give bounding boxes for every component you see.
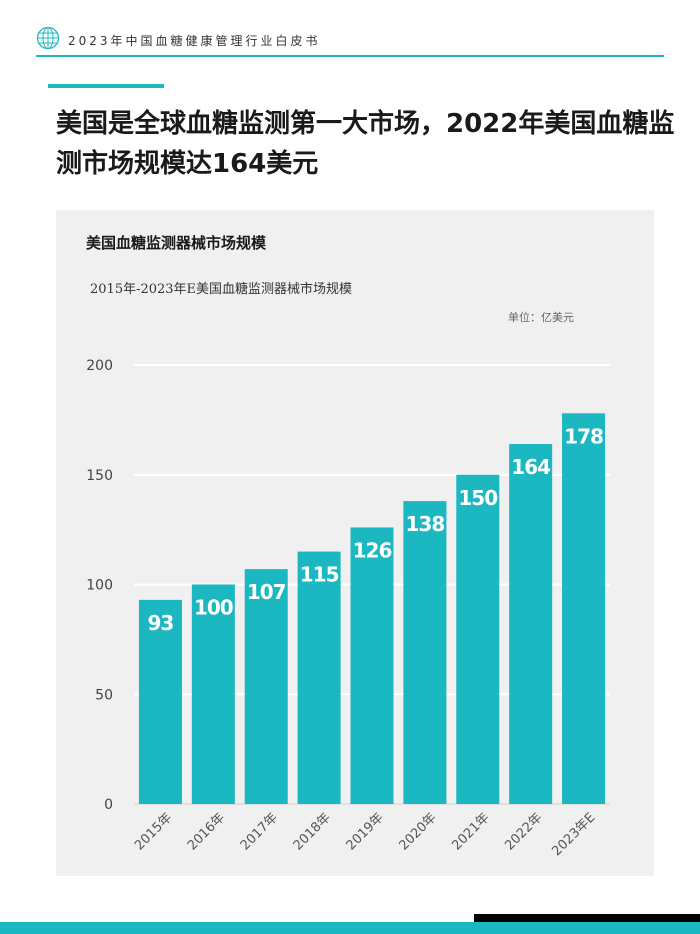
bar-value-label: 138 (406, 512, 445, 536)
bar (350, 527, 394, 804)
x-tick-label: 2018年 (291, 810, 334, 853)
bar (138, 599, 182, 804)
x-tick-label: 2023年E (549, 810, 598, 859)
bar-value-label: 178 (564, 424, 603, 448)
x-tick-label: 2016年 (185, 810, 228, 853)
x-tick-label: 2020年 (397, 810, 440, 853)
chart-title: 美国血糖监测器械市场规模 (86, 234, 267, 252)
footer-dark-bar (474, 914, 700, 922)
bar (509, 444, 553, 804)
chart-unit-label: 单位：亿美元 (508, 311, 574, 324)
report-header: 2023年中国血糖健康管理行业白皮书 (0, 0, 700, 62)
x-tick-label: 2021年 (449, 810, 492, 853)
bar (191, 584, 235, 804)
bar (297, 551, 341, 804)
y-tick-label: 50 (95, 687, 113, 703)
x-tick-label: 2022年 (502, 810, 545, 853)
bar (403, 501, 447, 804)
bar-value-label: 126 (353, 538, 392, 562)
headline-accent-bar (48, 84, 164, 88)
bar-value-label: 100 (194, 596, 233, 620)
footer-accent-bar (0, 922, 700, 934)
chart-subtitle: 2015年-2023年E美国血糖监测器械市场规模 (90, 282, 353, 297)
y-tick-label: 200 (86, 358, 113, 374)
y-tick-label: 150 (86, 468, 113, 484)
page-headline: 美国是全球血糖监测第一大市场，2022年美国血糖监测市场规模达164美元 (56, 109, 675, 179)
report-title: 2023年中国血糖健康管理行业白皮书 (68, 34, 321, 48)
bar-value-label: 164 (511, 455, 550, 479)
y-tick-label: 0 (104, 797, 113, 813)
bar (562, 413, 606, 804)
x-tick-label: 2017年 (238, 810, 281, 853)
bar-value-label: 107 (247, 580, 286, 604)
globe-logo-icon (36, 26, 60, 50)
header-divider (36, 55, 664, 57)
bar-value-label: 93 (148, 611, 174, 635)
bar (244, 569, 288, 804)
bar-value-label: 115 (300, 563, 339, 587)
x-tick-label: 2019年 (344, 810, 387, 853)
x-tick-label: 2015年 (132, 810, 175, 853)
bar-value-label: 150 (458, 486, 497, 510)
y-tick-label: 100 (86, 578, 113, 594)
bar (456, 474, 500, 804)
